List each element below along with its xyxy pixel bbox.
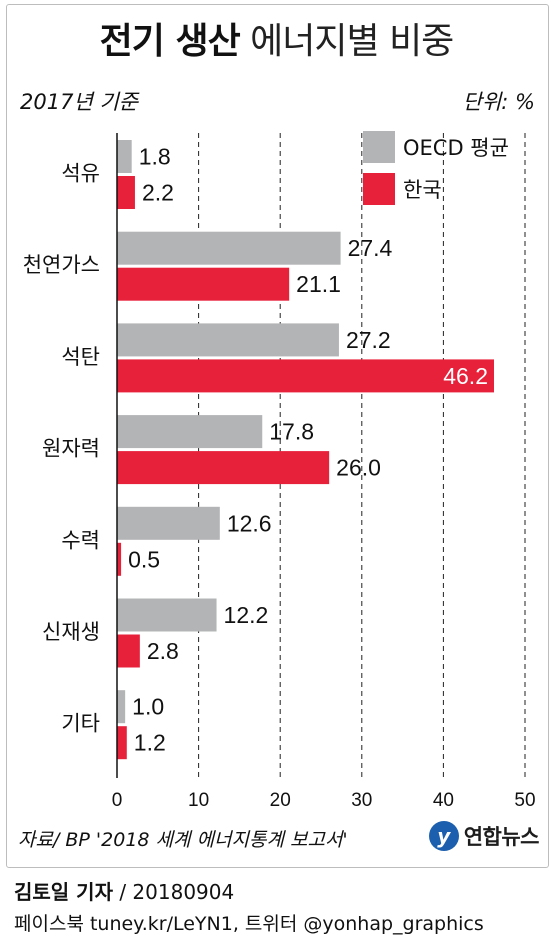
data-label: 26.0 (336, 455, 381, 481)
title-light: 에너지별 비중 (250, 21, 454, 62)
x-tick-label: 40 (433, 790, 454, 811)
category-label: 원자력 (42, 437, 100, 461)
unit-label: 단위: % (462, 90, 535, 114)
legend-label: OECD 평균 (403, 136, 509, 160)
data-label: 46.2 (443, 363, 488, 389)
x-tick-label: 20 (270, 790, 291, 811)
category-label: 석유 (61, 162, 100, 186)
data-label: 17.8 (269, 419, 314, 445)
category-label: 기타 (61, 712, 100, 736)
data-label: 2.8 (147, 638, 179, 664)
bar-korea (117, 359, 494, 393)
data-label: 0.5 (128, 546, 160, 572)
yonhap-logo-text: 연합뉴스 (463, 825, 540, 849)
category-label: 신재생 (42, 620, 100, 644)
data-label: 27.4 (348, 235, 393, 261)
x-tick-label: 0 (112, 790, 123, 811)
category-label: 천연가스 (23, 253, 100, 277)
data-label: 12.2 (224, 602, 269, 628)
bar-korea (117, 267, 290, 301)
bar-korea (117, 634, 140, 668)
legend-swatch-korea (363, 173, 395, 205)
infographic-card (6, 4, 549, 868)
data-label: 21.1 (296, 271, 341, 297)
bar-oecd (117, 690, 126, 724)
title-bold: 전기 생산 (99, 21, 241, 62)
category-label: 수력 (61, 528, 100, 552)
chart-subtitle: 2017년 기준 (20, 90, 139, 114)
category-label: 석탄 (61, 345, 100, 369)
byline: 김토일 기자 / 20180904 (14, 876, 234, 905)
bar-korea (117, 542, 122, 576)
publish-date: / 20180904 (112, 880, 235, 904)
data-label: 1.0 (132, 694, 164, 720)
bar-oecd (117, 506, 220, 540)
data-label: 1.8 (139, 144, 171, 170)
bar-oecd (117, 140, 132, 173)
bar-korea (117, 726, 127, 760)
bar-oecd (117, 415, 263, 449)
data-label: 27.2 (346, 327, 391, 353)
bar-oecd (117, 231, 341, 265)
yonhap-logo-icon: y (428, 821, 459, 851)
x-tick-label: 10 (188, 790, 209, 811)
page-title: 전기 생산 에너지별 비중 (0, 12, 553, 64)
bar-oecd (117, 598, 217, 632)
social-links: 페이스북 tuney.kr/LeYN1, 트위터 @yonhap_graphic… (14, 913, 484, 935)
bar-korea (117, 451, 330, 485)
source-note: 자료/ BP '2018 세계 에너지통계 보고서' (18, 829, 348, 851)
legend-label: 한국 (403, 178, 442, 202)
data-label: 1.2 (134, 730, 166, 756)
x-tick-label: 30 (351, 790, 372, 811)
legend-swatch-oecd (363, 131, 395, 163)
data-label: 12.6 (227, 510, 272, 536)
bar-oecd (117, 323, 339, 357)
data-label: 2.2 (142, 180, 174, 206)
x-tick-label: 50 (514, 790, 535, 811)
yonhap-logo: y 연합뉴스 (428, 818, 540, 854)
author-name: 김토일 기자 (14, 880, 113, 904)
bar-korea (117, 176, 135, 209)
